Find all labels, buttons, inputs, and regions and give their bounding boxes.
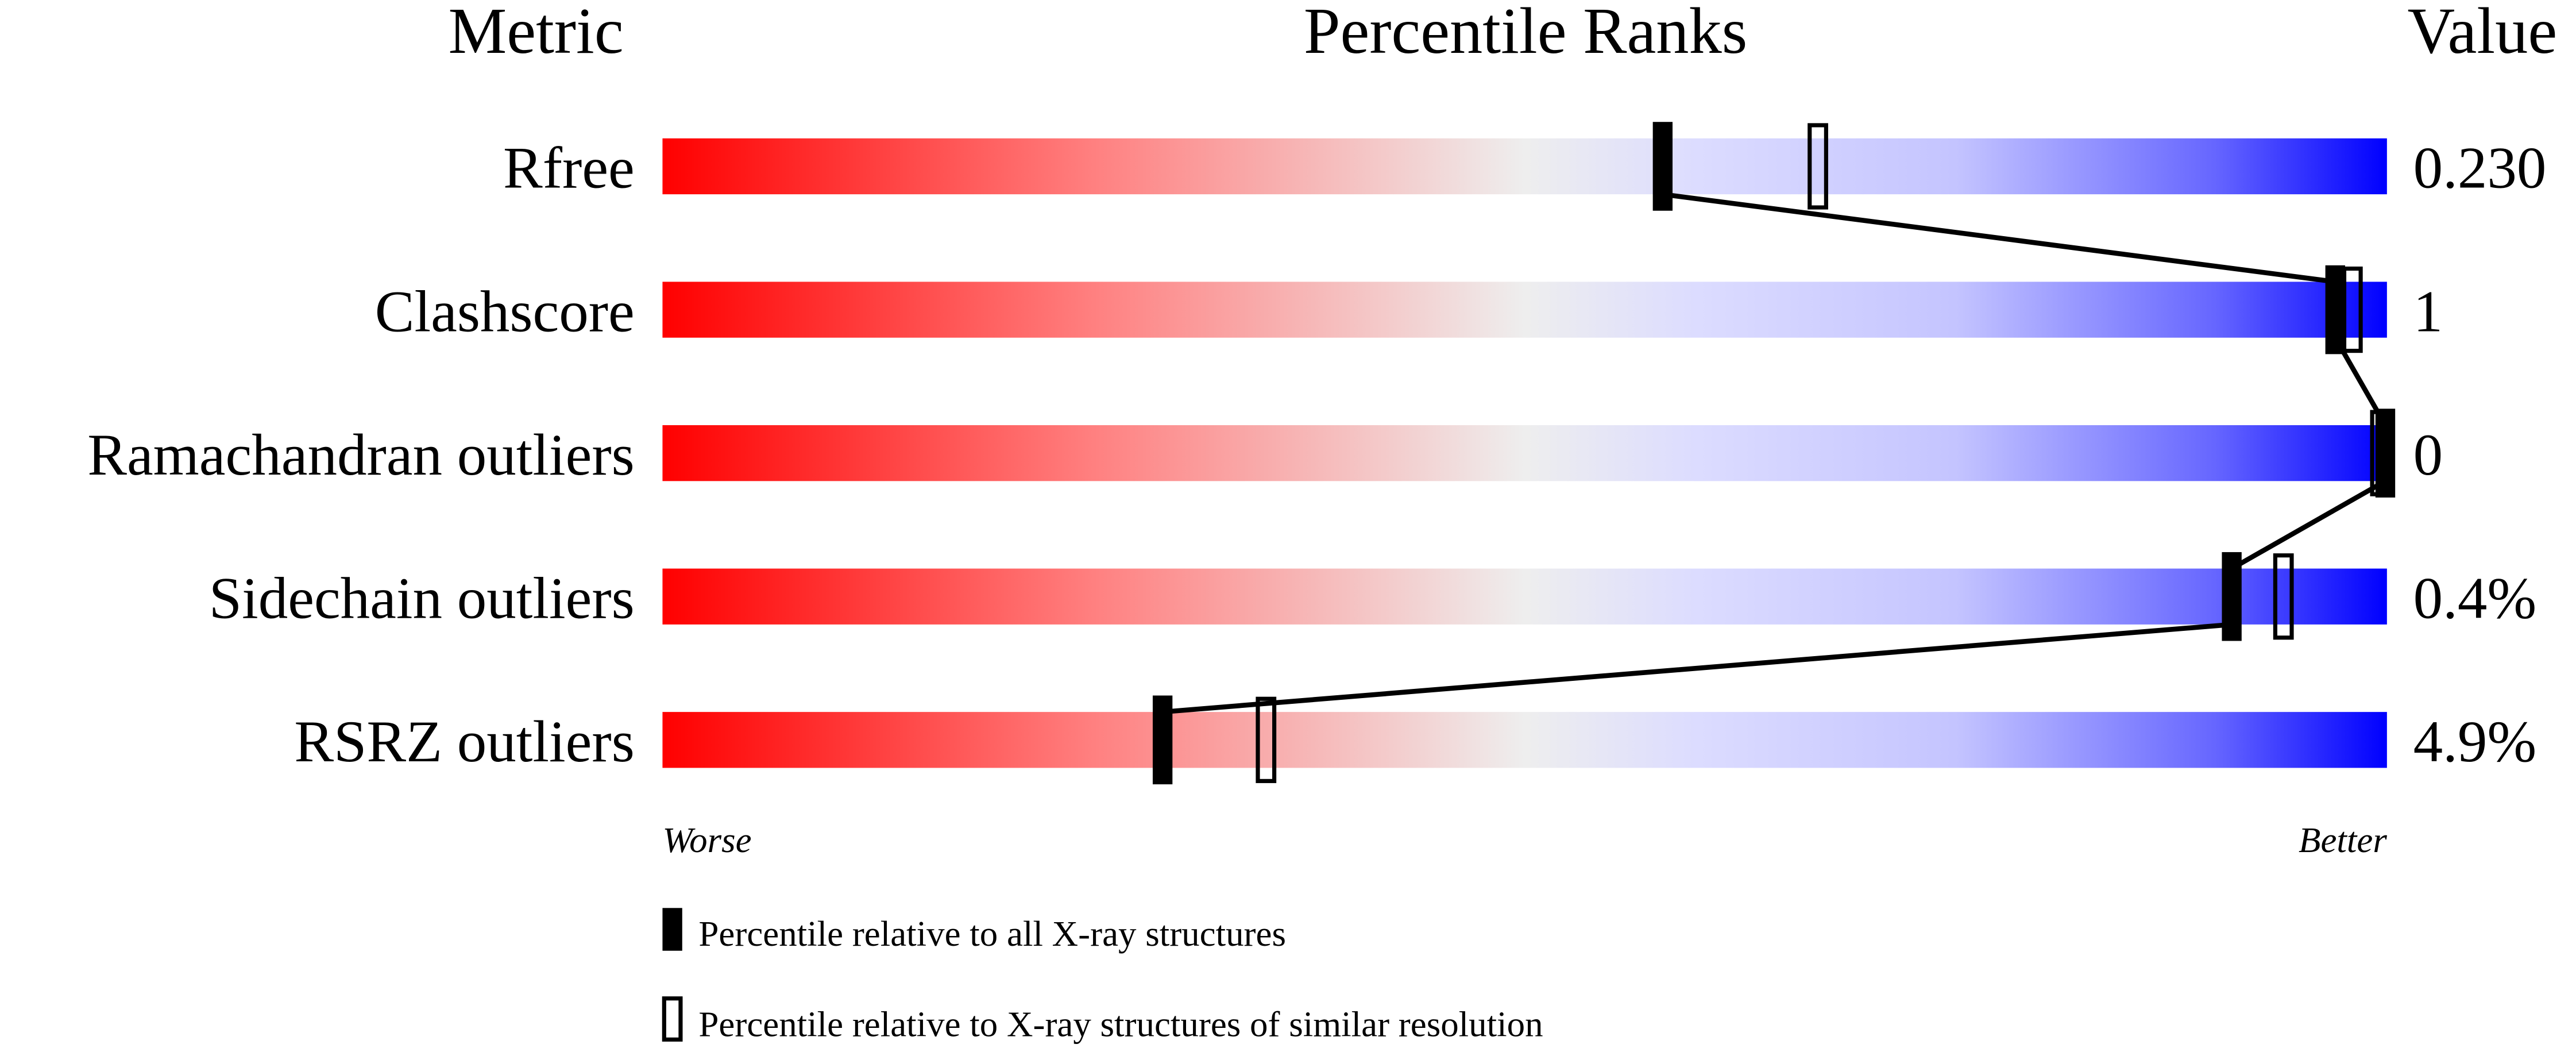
- percentile-bar: [662, 138, 2387, 195]
- metric-label: Ramachandran outliers: [87, 422, 635, 488]
- all-structures-marker: [1152, 695, 1173, 785]
- value-header: Value: [2408, 0, 2558, 67]
- percentile-bar: [662, 425, 2387, 481]
- percentile-bar: [662, 568, 2387, 625]
- percentile-bar: [662, 712, 2387, 768]
- legend-open-label: Percentile relative to X-ray structures …: [698, 1004, 1543, 1045]
- connector-line: [1662, 191, 2336, 284]
- metric-value: 0.4%: [2413, 565, 2537, 631]
- metric-value: 1: [2413, 279, 2443, 344]
- percentile-bar: [662, 282, 2387, 338]
- chart-title: Percentile Ranks: [1304, 0, 1747, 67]
- similar-resolution-marker: [1808, 123, 1828, 210]
- similar-resolution-marker: [2273, 553, 2294, 640]
- metric-value: 0.230: [2413, 136, 2547, 201]
- connector-line: [2333, 336, 2388, 427]
- metric-label: Clashscore: [375, 279, 635, 344]
- legend-filled-label: Percentile relative to all X-ray structu…: [698, 914, 1286, 954]
- metric-header: Metric: [449, 0, 624, 67]
- metric-label: Rfree: [503, 136, 635, 201]
- better-label: Better: [2299, 820, 2387, 860]
- connector-line: [2230, 479, 2387, 571]
- metric-label: RSRZ outliers: [294, 709, 634, 775]
- connector-line: [1162, 622, 2232, 715]
- similar-resolution-marker: [1256, 696, 1277, 783]
- metric-value: 4.9%: [2413, 709, 2537, 775]
- worse-label: Worse: [662, 820, 751, 860]
- metric-label: Sidechain outliers: [209, 565, 635, 631]
- legend-filled-marker-icon: [662, 908, 682, 951]
- legend-open-marker-icon: [662, 996, 683, 1042]
- metric-value: 0: [2413, 422, 2443, 488]
